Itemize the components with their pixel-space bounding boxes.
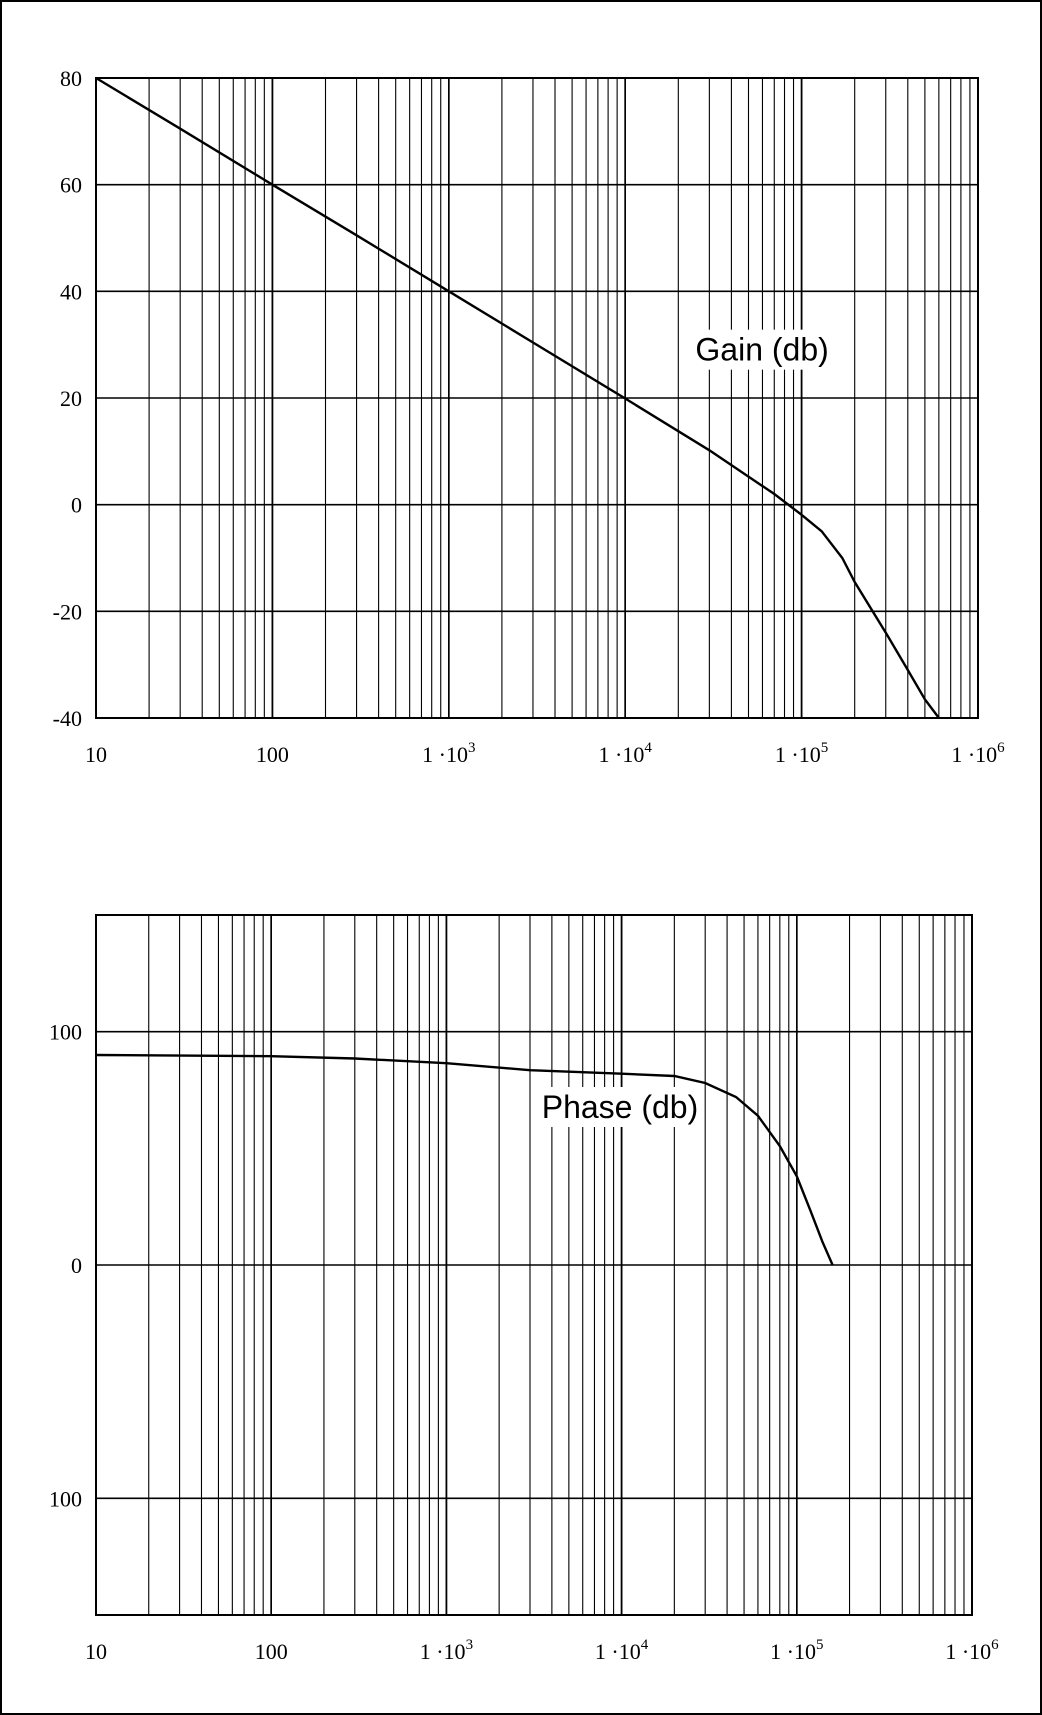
phase-annotation-bg (537, 1087, 703, 1127)
gain-x-tick-label: 100 (256, 742, 289, 767)
gain-x-tick-label: 1 ·104 (599, 740, 653, 767)
gain-y-tick-label: 60 (60, 173, 82, 198)
gain-x-tick-label: 1 ·106 (951, 740, 1005, 767)
gain-x-tick-label: 1 ·103 (422, 740, 475, 767)
phase-plot: 100 0 100 10 100 1 ·103 1 ·104 1 ·105 1 ·106 Phas… (49, 914, 999, 1664)
phase-x-tick-label: 1 ·106 (945, 1637, 999, 1664)
gain-y-tick-label: -40 (53, 706, 82, 731)
phase-y-tick-label: 100 (49, 1486, 82, 1511)
gain-y-tick-label: -20 (53, 599, 82, 624)
phase-x-tick-label: 1 ·104 (595, 1637, 649, 1664)
gain-y-tick-label: 0 (71, 493, 82, 518)
phase-x-tick-label: 1 ·105 (770, 1637, 823, 1664)
gain-annotation-bg (691, 329, 833, 370)
gain-x-tick-label: 10 (85, 742, 107, 767)
phase-plot-border (95, 914, 973, 1616)
phase-y-tick-label: 0 (71, 1253, 82, 1278)
gain-y-tick-label: 20 (60, 386, 82, 411)
phase-x-tick-label: 10 (85, 1639, 107, 1664)
gain-annotation-label: Gain (db) (695, 332, 828, 368)
phase-x-tick-label: 1 ·103 (420, 1637, 473, 1664)
gain-plot-border (95, 77, 979, 719)
gain-series-line (95, 76, 940, 719)
phase-series-line (95, 1053, 834, 1266)
phase-x-tick-label: 100 (255, 1639, 288, 1664)
gain-y-tick-label: 80 (60, 66, 82, 91)
gain-y-tick-label: 40 (60, 279, 82, 304)
phase-y-tick-label: 100 (49, 1020, 82, 1045)
gain-x-tick-label: 1 ·105 (775, 740, 828, 767)
phase-annotation-label: Phase (db) (542, 1089, 699, 1125)
